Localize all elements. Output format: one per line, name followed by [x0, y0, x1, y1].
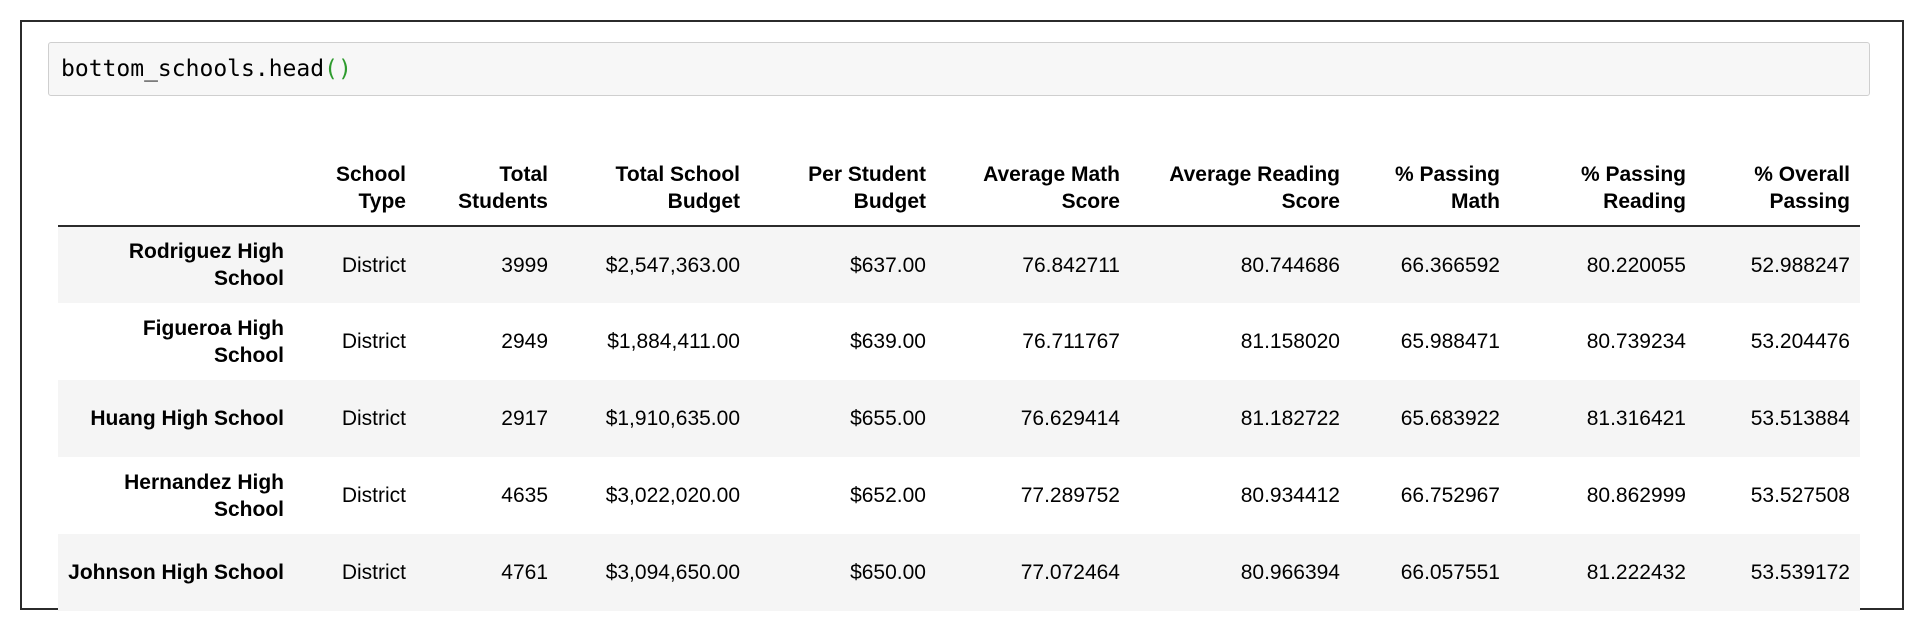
table-row: Figueroa High School District 2949 $1,88…	[58, 303, 1860, 380]
table-cell: $655.00	[850, 407, 926, 430]
table-cell: 4635	[501, 484, 548, 507]
code-text: bottom_schools.head	[61, 56, 325, 82]
table-cell: District	[341, 561, 406, 584]
header-row: School Type Total Students Total School …	[58, 140, 1860, 227]
table-cell: 65.988471	[1400, 330, 1500, 353]
table-cell: 53.527508	[1750, 484, 1850, 507]
dataframe-output: School Type Total Students Total School …	[58, 140, 1860, 611]
table-cell: 80.934412	[1240, 484, 1340, 507]
row-index-label: Hernandez High School	[124, 470, 284, 521]
table-row: Johnson High School District 4761 $3,094…	[58, 534, 1860, 611]
column-header-total-school-budget: Total School Budget	[558, 140, 750, 227]
table-cell: 65.683922	[1400, 407, 1500, 430]
table-cell: 66.057551	[1400, 561, 1500, 584]
table-row: Hernandez High School District 4635 $3,0…	[58, 457, 1860, 534]
table-cell: $1,884,411.00	[607, 330, 740, 353]
table-cell: District	[341, 253, 406, 277]
table-cell: 2917	[501, 407, 548, 430]
table-cell: $652.00	[850, 484, 926, 507]
table-cell: 81.182722	[1240, 407, 1340, 430]
table-cell: 76.842711	[1022, 253, 1120, 277]
row-index-label: Figueroa High School	[142, 316, 284, 367]
code-cell-input[interactable]: bottom_schools.head()	[48, 42, 1870, 96]
table-cell: 4761	[501, 561, 548, 584]
table-cell: District	[341, 330, 406, 353]
column-header-average-reading-score: Average Reading Score	[1130, 140, 1350, 227]
column-header-total-students: Total Students	[416, 140, 558, 227]
table-cell: 3999	[501, 253, 548, 277]
table-cell: 81.316421	[1586, 407, 1686, 430]
column-header-per-student-budget: Per Student Budget	[750, 140, 936, 227]
table-cell: 80.744686	[1240, 253, 1340, 277]
table-cell: 76.711767	[1022, 330, 1120, 353]
table-cell: 81.222432	[1586, 561, 1686, 584]
column-header-average-math-score: Average Math Score	[936, 140, 1130, 227]
table-cell: $637.00	[850, 253, 926, 277]
table-cell: $650.00	[850, 561, 926, 584]
table-cell: 80.862999	[1586, 484, 1686, 507]
column-header-passing-reading: % Passing Reading	[1510, 140, 1696, 227]
column-header-passing-math: % Passing Math	[1350, 140, 1510, 227]
table-row: Rodriguez High School District 3999 $2,5…	[58, 226, 1860, 303]
table-cell: $2,547,363.00	[605, 253, 740, 277]
table-cell: 53.513884	[1750, 407, 1850, 430]
table-cell: District	[341, 484, 406, 507]
table-cell: 76.629414	[1020, 407, 1120, 430]
table-cell: 80.966394	[1240, 561, 1340, 584]
table-cell: 77.072464	[1020, 561, 1120, 584]
table-cell: 81.158020	[1240, 330, 1340, 353]
index-header	[58, 140, 294, 227]
code-parens: ()	[324, 56, 352, 82]
table-cell: $639.00	[850, 330, 926, 353]
table-cell: 2949	[501, 330, 548, 353]
table-cell: 52.988247	[1750, 253, 1850, 277]
table-cell: 53.539172	[1750, 561, 1850, 584]
row-index-label: Rodriguez High School	[128, 240, 284, 290]
table-cell: 80.220055	[1586, 253, 1686, 277]
notebook-frame: bottom_schools.head() School Type Total	[20, 20, 1904, 611]
dataframe-table: School Type Total Students Total School …	[58, 140, 1860, 611]
row-index-label: Johnson High School	[68, 561, 284, 584]
table-cell: District	[341, 407, 406, 430]
table-cell: $3,022,020.00	[605, 484, 740, 507]
column-header-school-type: School Type	[294, 140, 416, 227]
row-index-label: Huang High School	[90, 407, 284, 430]
table-cell: 80.739234	[1586, 330, 1686, 353]
table-cell: $3,094,650.00	[605, 561, 740, 584]
table-cell: 66.752967	[1400, 484, 1500, 507]
table-cell: 77.289752	[1020, 484, 1120, 507]
table-cell: 66.366592	[1400, 253, 1500, 277]
column-header-overall-passing: % Overall Passing	[1696, 140, 1860, 227]
table-cell: 53.204476	[1750, 330, 1850, 353]
table-row: Huang High School District 2917 $1,910,6…	[58, 380, 1860, 457]
table-cell: $1,910,635.00	[605, 407, 740, 430]
